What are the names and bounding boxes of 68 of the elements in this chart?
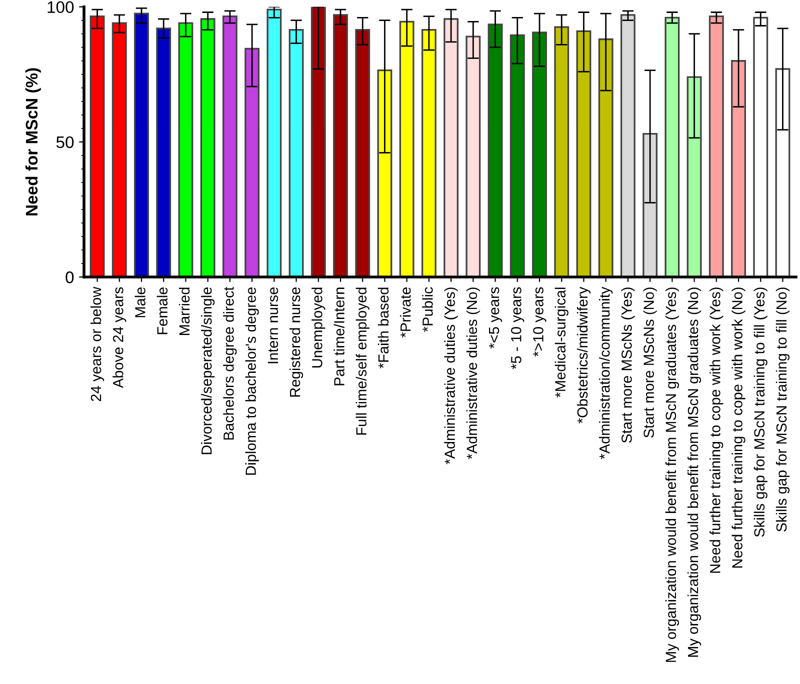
bar	[134, 12, 149, 278]
x-tick-label: Part time/Intern	[334, 288, 344, 386]
bar	[731, 60, 746, 278]
x-tick-label: Skills gap for MScN training to fill (No)	[776, 288, 790, 532]
bar	[244, 48, 260, 278]
x-tick-label: Start more MScNs (No)	[643, 288, 657, 438]
bar	[266, 8, 282, 278]
x-tick-label: *Administrative duties (No)	[466, 288, 480, 460]
bar	[554, 26, 570, 278]
x-tick-label: Need further training to cope with work (No)	[732, 288, 746, 568]
bar	[377, 69, 392, 278]
bar	[775, 68, 790, 278]
bar	[112, 22, 127, 278]
x-tick-label: Married	[178, 288, 190, 335]
bar	[200, 18, 216, 278]
y-tick-label: 0	[66, 271, 74, 284]
bar	[532, 32, 547, 278]
bar	[753, 16, 768, 278]
bar	[598, 38, 614, 278]
bar	[686, 76, 702, 278]
x-tick-label: Above 24 years	[112, 287, 126, 388]
bar	[333, 14, 348, 278]
bar	[642, 132, 658, 278]
x-tick-label: *Public	[422, 287, 433, 332]
x-tick-label: Unemployed	[312, 288, 326, 368]
y-axis-title: Need for MScN (%)	[25, 68, 41, 216]
bar	[178, 22, 194, 278]
bar	[466, 36, 481, 278]
y-tick-label: 100	[48, 1, 74, 14]
x-tick-label: *Obstetrics/midwifery	[576, 286, 591, 424]
bar	[421, 28, 436, 278]
x-tick-label: Skills gap for MScN training to fill (Yes)	[754, 288, 768, 537]
bar	[510, 34, 525, 278]
x-tick-label: *5 - 10 years	[510, 287, 524, 370]
bar	[399, 20, 414, 278]
x-tick-label: Bachelors degree direct	[223, 286, 237, 440]
x-tick-label: Divorced/seperated/single	[201, 287, 215, 454]
x-tick-label: My organization would benefit from MScN graduates (No)	[687, 288, 702, 657]
bar	[222, 15, 238, 278]
bar	[488, 24, 503, 278]
x-tick-label: Intern nurse	[268, 287, 278, 364]
x-tick-label: Female	[156, 287, 168, 334]
x-tick-label: Male	[134, 287, 146, 318]
bar	[156, 28, 172, 278]
x-tick-label: My organization would benefit from MScN graduates (Yes)	[665, 288, 679, 662]
x-tick-label: *<5 years	[489, 287, 502, 349]
bar	[355, 28, 370, 278]
bar	[576, 30, 592, 278]
bar	[90, 15, 105, 278]
x-tick-label: *Administration/community	[599, 286, 613, 460]
x-tick-label: 24 years or below	[90, 286, 104, 402]
x-tick-label: *Medical-surgical	[554, 288, 568, 398]
x-tick-label: *Administrative duties (Yes)	[444, 288, 458, 464]
x-tick-label: Full time/self employed	[356, 288, 370, 435]
x-tick-label: *>10 years	[533, 287, 546, 357]
x-tick-label: Diploma to bachelor's degree	[245, 287, 259, 475]
x-tick-label: *Faith based	[378, 288, 389, 368]
x-tick-label: Start more MScNs (Yes)	[621, 288, 635, 443]
bar	[664, 16, 680, 278]
y-tick-label: 50	[56, 136, 74, 148]
x-tick-label: Registered nurse	[289, 287, 304, 397]
bar	[708, 15, 724, 278]
bar	[288, 28, 304, 278]
x-tick-label: Need further training to cope with work (Yes)	[710, 288, 724, 573]
bar	[444, 18, 459, 278]
bar	[310, 6, 326, 278]
x-tick-label: *Private	[400, 287, 411, 338]
bar	[620, 14, 636, 278]
